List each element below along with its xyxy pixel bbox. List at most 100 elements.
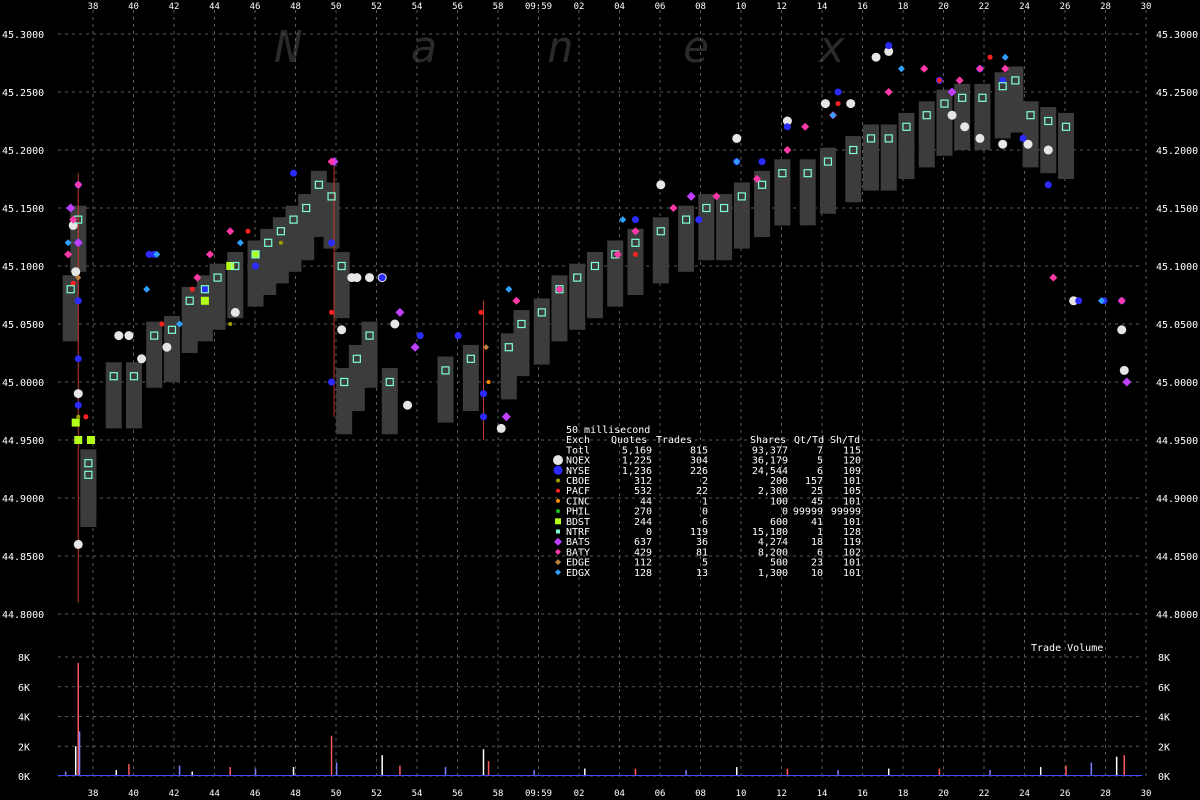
- trade-marker-ntrf: [289, 215, 298, 224]
- legend-header: Shares: [750, 435, 786, 446]
- legend-exch: Totl: [566, 445, 590, 456]
- trade-marker-nyse: [1075, 297, 1083, 305]
- trade-marker-edgx: [153, 250, 161, 258]
- trade-marker-bdst: [200, 296, 209, 305]
- trade-marker-ntrf: [385, 377, 394, 387]
- legend-exch: EDGE: [566, 558, 590, 569]
- x-tick-label-top: 56: [452, 2, 463, 12]
- legend-marker: [556, 509, 560, 514]
- trade-marker-nqex: [124, 331, 134, 341]
- x-tick-label-bottom: 58: [493, 789, 504, 799]
- trade-marker-nqex: [656, 180, 666, 190]
- x-tick-label-bottom: 12: [776, 789, 787, 799]
- legend-marker: [553, 465, 563, 475]
- x-tick-label-bottom: 09:59: [525, 789, 552, 799]
- trade-marker-ntrf: [537, 308, 546, 317]
- trade-marker-ntrf: [200, 285, 209, 294]
- trade-marker-bats: [395, 307, 405, 317]
- trade-marker-nqex: [1043, 145, 1053, 155]
- legend-sh-td: 102: [843, 547, 861, 558]
- x-tick-label-bottom: 40: [128, 789, 139, 799]
- legend-marker: [555, 559, 561, 566]
- trade-marker-nyse: [74, 401, 82, 409]
- volume-tick-label-left: 8K: [18, 653, 30, 664]
- trade-marker-edgx: [733, 158, 741, 166]
- y-tick-label-right: 44.9000: [1156, 494, 1198, 505]
- legend-exch: PACF: [566, 486, 590, 497]
- x-tick-label-top: 18: [898, 2, 909, 12]
- legend-exch: BDST: [566, 517, 590, 528]
- trade-marker-baty: [975, 64, 984, 73]
- trade-marker-nqex: [998, 139, 1008, 149]
- trade-marker-nqex: [947, 110, 957, 120]
- watermark-letter: a: [411, 22, 438, 73]
- y-tick-label-left: 45.2000: [2, 146, 44, 157]
- trade-marker-nqex: [73, 389, 83, 399]
- legend-trades: 1: [702, 496, 708, 507]
- legend-quotes: 5,169: [622, 445, 652, 456]
- legend-marker: [555, 518, 561, 525]
- x-tick-label-bottom: 20: [938, 789, 949, 799]
- legend-sh-td: 120: [843, 456, 861, 467]
- legend-qt-td: 23: [811, 558, 823, 569]
- trade-marker-nyse: [290, 169, 298, 177]
- legend-sh-td: 128: [843, 527, 861, 538]
- x-tick-label-bottom: 24: [1019, 789, 1030, 799]
- y-tick-label-left: 44.9000: [2, 494, 44, 505]
- legend-shares: 8,200: [758, 547, 788, 558]
- trade-marker-pacf: [987, 54, 993, 60]
- legend-quotes: 312: [634, 476, 652, 487]
- x-tick-label-bottom: 28: [1100, 789, 1111, 799]
- trade-volume-label: Trade Volume: [1031, 643, 1103, 654]
- y-tick-label-left: 45.2500: [2, 88, 44, 99]
- trade-marker-cboe: [278, 240, 283, 245]
- legend-exch: CBOE: [566, 476, 590, 487]
- x-tick-label-top: 30: [1141, 2, 1152, 12]
- legend-trades: 22: [696, 486, 708, 497]
- volume-tick-label-right: 0K: [1158, 772, 1170, 783]
- legend-marker: [555, 548, 561, 555]
- trade-marker-ntrf: [737, 192, 746, 201]
- y-tick-label-right: 45.2500: [1156, 88, 1198, 99]
- legend-shares: 1,300: [758, 568, 788, 579]
- legend-quotes: 270: [634, 507, 652, 518]
- trade-marker-baty: [1001, 64, 1010, 73]
- legend-marker: [556, 488, 560, 493]
- trade-marker-ntrf: [573, 273, 582, 282]
- x-tick-label-bottom: 14: [817, 789, 828, 799]
- x-tick-label-top: 48: [290, 2, 301, 12]
- legend-quotes: 1,225: [622, 456, 652, 467]
- legend-quotes: 244: [634, 517, 652, 528]
- trade-marker-ntrf: [84, 459, 93, 468]
- trade-marker-nqex: [1117, 325, 1127, 335]
- x-tick-label-top: 26: [1060, 2, 1071, 12]
- trade-marker-pacf: [159, 321, 165, 327]
- trade-marker-ntrf: [109, 372, 118, 381]
- trade-marker-baty: [555, 285, 564, 294]
- x-tick-label-top: 44: [209, 2, 220, 12]
- trade-marker-ntrf: [803, 169, 812, 178]
- x-tick-label-bottom: 54: [412, 789, 423, 799]
- trade-marker-edgx: [236, 239, 244, 247]
- trade-marker-pacf: [70, 280, 76, 286]
- trade-marker-bats: [66, 203, 76, 213]
- legend-qt-td: 45: [811, 496, 823, 507]
- trade-marker-ntrf: [264, 238, 273, 247]
- legend-sh-td: 101: [843, 517, 861, 528]
- trade-marker-bats: [947, 87, 957, 97]
- trade-marker-ntrf: [150, 331, 159, 340]
- trade-marker-pacf: [245, 228, 251, 234]
- legend-sh-td: 115: [843, 445, 861, 456]
- y-tick-label-right: 45.2000: [1156, 146, 1198, 157]
- trade-marker-edge: [75, 274, 82, 281]
- trade-marker-nyse: [74, 297, 82, 305]
- legend-qt-td: 1: [817, 527, 823, 538]
- y-tick-label-left: 45.0000: [2, 378, 44, 389]
- trade-marker-baty: [69, 215, 78, 224]
- trade-marker-ntrf: [656, 227, 665, 236]
- x-tick-label-bottom: 22: [979, 789, 990, 799]
- legend-shares: 36,179: [752, 456, 788, 467]
- legend-qt-td: 7: [817, 445, 823, 456]
- legend-qt-td: 10: [811, 568, 823, 579]
